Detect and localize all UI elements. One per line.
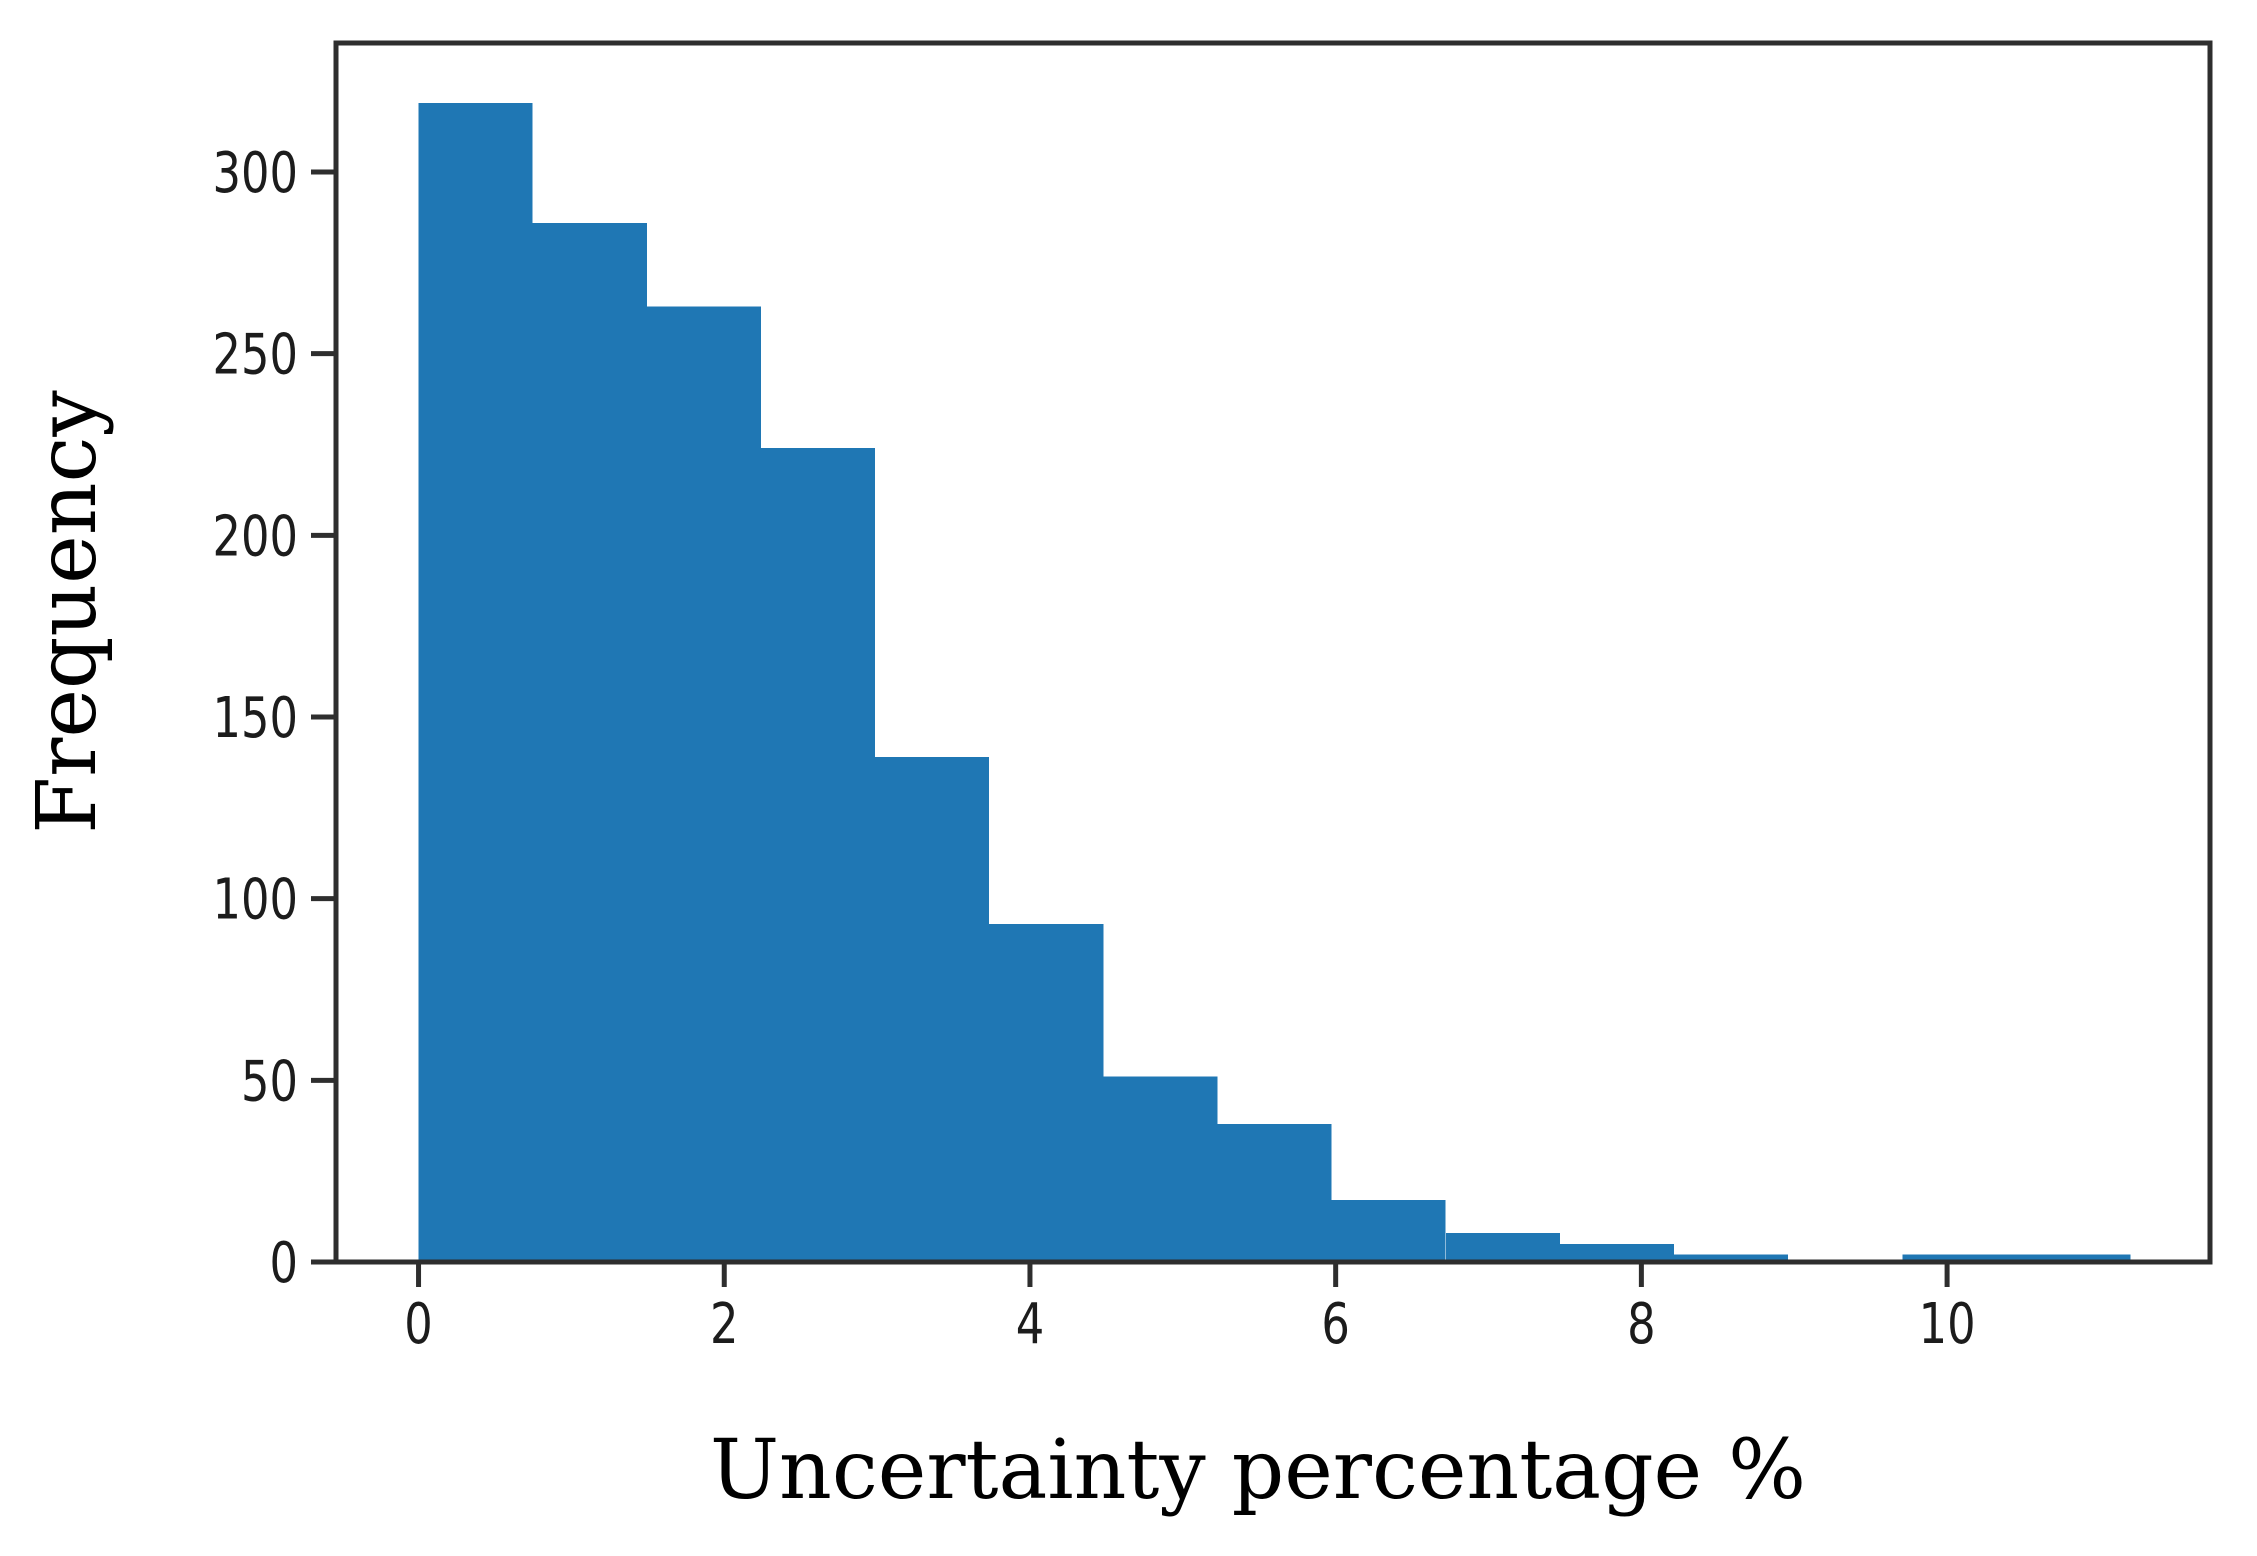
- axes-spine-box: [333, 40, 2213, 1265]
- histogram-bar: [1445, 1232, 1560, 1262]
- y-tick-label: 0: [269, 1230, 298, 1295]
- histogram-bar: [1217, 1123, 1332, 1262]
- y-tick-label: 150: [212, 685, 298, 750]
- x-tick-label: 2: [710, 1291, 739, 1356]
- histogram-bar: [875, 757, 990, 1262]
- x-tick-label: 0: [404, 1291, 433, 1356]
- histogram-bar: [646, 306, 761, 1262]
- histogram-bar: [989, 924, 1104, 1262]
- x-axis-ticks: 0 2 4 6 8 10: [404, 1264, 1976, 1356]
- histogram-bar: [1331, 1200, 1446, 1262]
- histogram-bar: [1674, 1254, 1789, 1262]
- y-tick-label: 100: [212, 867, 298, 932]
- histogram-bar: [1902, 1254, 2017, 1262]
- x-tick-label: 4: [1016, 1291, 1045, 1356]
- x-tick-label: 10: [1919, 1291, 1976, 1356]
- y-tick-label: 300: [212, 140, 298, 205]
- histogram-bar: [532, 222, 647, 1262]
- histogram-bar: [761, 448, 876, 1263]
- y-tick-label: 250: [212, 322, 298, 387]
- x-tick-label: 6: [1321, 1291, 1350, 1356]
- x-axis-label: Uncertainty percentage %: [710, 1423, 1806, 1518]
- x-tick-label: 8: [1627, 1291, 1656, 1356]
- histogram-bar: [418, 103, 533, 1262]
- histogram-bar: [1559, 1243, 1674, 1262]
- y-axis-ticks: 0 50 100 150 200 250 300: [212, 140, 334, 1295]
- y-tick-label: 200: [212, 503, 298, 568]
- histogram-bars: [418, 103, 2131, 1263]
- y-tick-label: 50: [241, 1048, 298, 1113]
- y-axis-label: Frequency: [20, 390, 115, 834]
- axes-spines: [333, 40, 2213, 1265]
- histogram-bar: [2016, 1254, 2131, 1262]
- histogram-bar: [1103, 1076, 1218, 1262]
